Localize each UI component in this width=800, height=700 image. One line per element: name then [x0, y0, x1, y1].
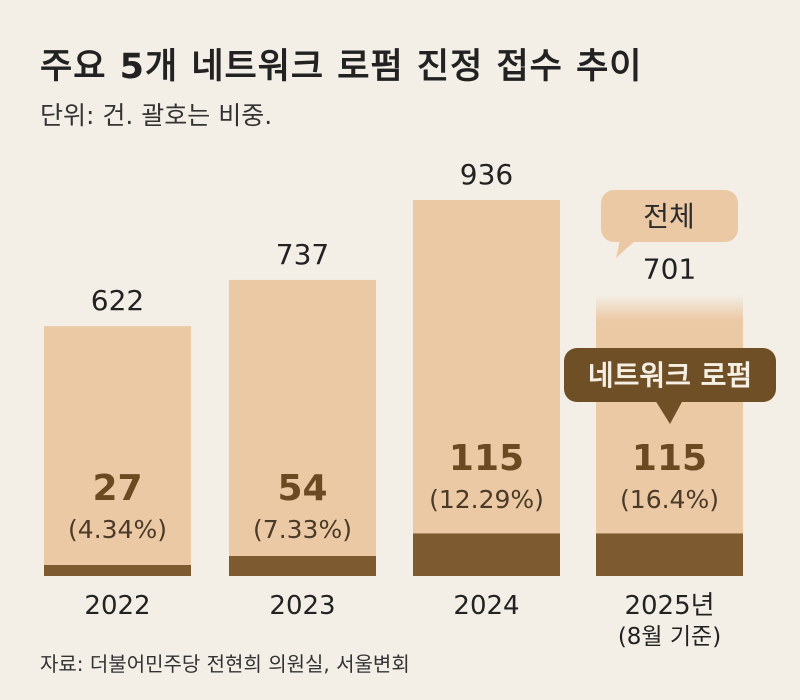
chart-subtitle: 단위: 건. 괄호는 비중. — [40, 101, 273, 130]
total-value-label: 936 — [460, 158, 513, 191]
callout-network-text: 네트워크 로펌 — [588, 359, 752, 392]
callout-network-pointer — [655, 400, 683, 424]
share-label: (16.4%) — [620, 485, 719, 514]
total-value-label: 622 — [91, 284, 144, 317]
total-bar-fade — [596, 294, 743, 321]
x-tick-label: 2023 — [269, 591, 335, 621]
callout-total-bubble — [601, 190, 738, 242]
total-value-label: 737 — [276, 238, 329, 271]
callout-total-pointer — [616, 240, 636, 258]
source-note: 자료: 더불어민주당 전현희 의원실, 서울변회 — [40, 652, 410, 676]
x-tick-label: 2024 — [453, 591, 519, 621]
x-tick-label: 2022 — [84, 591, 150, 621]
share-label: (12.29%) — [429, 485, 544, 514]
total-value-label: 701 — [643, 252, 696, 285]
network-bar — [413, 533, 560, 576]
share-label: (4.34%) — [68, 515, 167, 544]
total-bar — [229, 279, 376, 576]
network-value-label: 54 — [277, 468, 327, 509]
total-bar — [413, 200, 560, 576]
x-tick-label: 2025년 — [624, 591, 714, 621]
callout-total-text: 전체 — [643, 200, 695, 233]
network-value-label: 115 — [449, 438, 524, 479]
share-label: (7.33%) — [253, 515, 352, 544]
network-value-label: 115 — [632, 438, 707, 479]
network-value-label: 27 — [92, 468, 142, 509]
callout-network-bubble — [564, 348, 776, 402]
network-bar — [596, 533, 743, 576]
total-bar — [44, 326, 191, 576]
x-tick-note: (8월 기준) — [618, 624, 721, 650]
network-bar — [229, 556, 376, 576]
chart-title: 주요 5개 네트워크 로펌 진정 접수 추이 — [40, 47, 643, 87]
network-bar — [44, 565, 191, 576]
